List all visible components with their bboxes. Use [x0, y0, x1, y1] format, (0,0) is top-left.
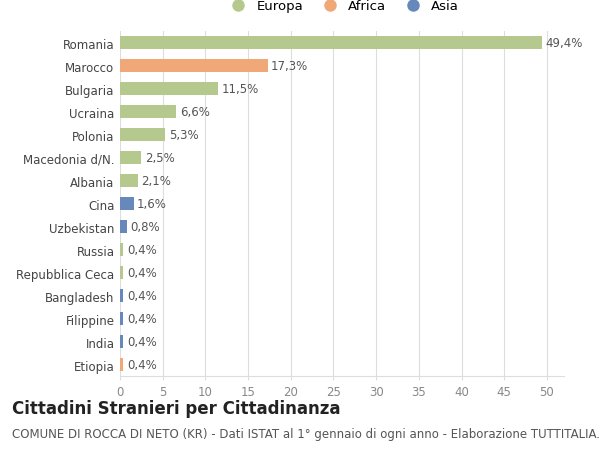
Text: 0,4%: 0,4%	[127, 267, 157, 280]
Bar	[120, 221, 127, 234]
Text: 17,3%: 17,3%	[271, 60, 308, 73]
Legend: Europa, Africa, Asia: Europa, Africa, Asia	[220, 0, 464, 19]
Bar	[120, 152, 142, 165]
Bar	[120, 60, 268, 73]
Bar	[120, 83, 218, 96]
Text: COMUNE DI ROCCA DI NETO (KR) - Dati ISTAT al 1° gennaio di ogni anno - Elaborazi: COMUNE DI ROCCA DI NETO (KR) - Dati ISTA…	[12, 427, 600, 440]
Text: 11,5%: 11,5%	[221, 83, 259, 96]
Text: 0,4%: 0,4%	[127, 313, 157, 325]
Bar	[120, 290, 124, 302]
Text: 0,4%: 0,4%	[127, 336, 157, 348]
Text: 2,1%: 2,1%	[142, 175, 171, 188]
Text: 49,4%: 49,4%	[545, 37, 583, 50]
Text: 5,3%: 5,3%	[169, 129, 198, 142]
Text: 0,4%: 0,4%	[127, 358, 157, 371]
Bar	[120, 267, 124, 280]
Text: 1,6%: 1,6%	[137, 198, 167, 211]
Bar	[120, 37, 542, 50]
Text: 2,5%: 2,5%	[145, 152, 175, 165]
Bar	[120, 198, 134, 211]
Bar	[120, 129, 165, 142]
Bar	[120, 244, 124, 257]
Bar	[120, 175, 138, 188]
Text: 0,8%: 0,8%	[130, 221, 160, 234]
Text: Cittadini Stranieri per Cittadinanza: Cittadini Stranieri per Cittadinanza	[12, 399, 341, 417]
Text: 6,6%: 6,6%	[180, 106, 209, 119]
Bar	[120, 106, 176, 119]
Text: 0,4%: 0,4%	[127, 244, 157, 257]
Bar	[120, 313, 124, 325]
Text: 0,4%: 0,4%	[127, 290, 157, 302]
Bar	[120, 336, 124, 348]
Bar	[120, 358, 124, 371]
